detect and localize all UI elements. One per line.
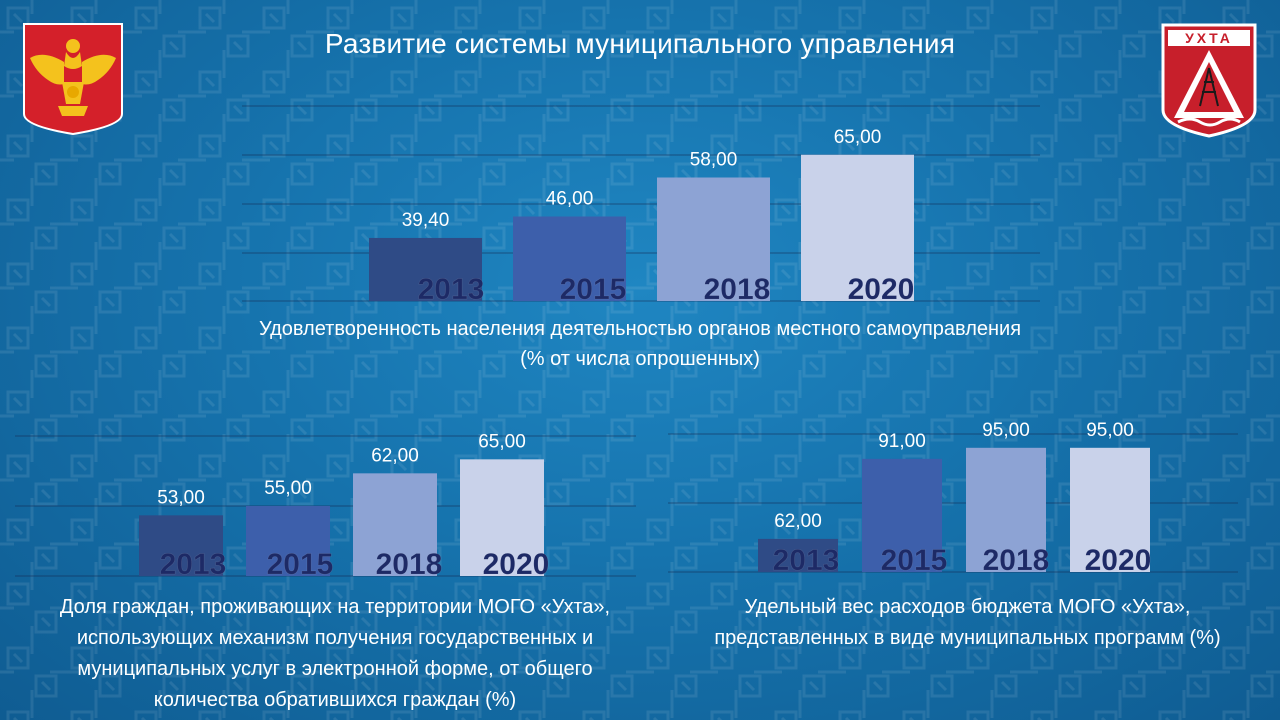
caption-left-line-2: использующих механизм получения государс… <box>76 627 594 649</box>
value-label-right-2018: 95,00 <box>982 420 1030 441</box>
year-label-top-2020: 2020 <box>848 273 915 306</box>
bar-top-2015 <box>513 216 626 301</box>
value-label-left-2015: 55,00 <box>264 478 312 499</box>
value-label-right-2020: 95,00 <box>1086 420 1134 441</box>
value-label-left-2013: 53,00 <box>157 487 205 508</box>
slide-title: Развитие системы муниципального управлен… <box>324 28 956 59</box>
bar-top-2013 <box>369 237 482 301</box>
year-label-top-2013: 2013 <box>418 273 485 306</box>
value-label-right-2015: 91,00 <box>878 431 926 452</box>
bar-top-2018 <box>657 177 770 301</box>
value-label-left-2020: 65,00 <box>478 431 526 452</box>
year-label-top-2018: 2018 <box>704 273 771 306</box>
ukhta-emblem-text: УХТА <box>1185 30 1233 46</box>
caption-left-line-3: муниципальных услуг в электронной форме,… <box>77 658 593 680</box>
caption-left-line-1: Доля граждан, проживающих на территории … <box>59 596 611 618</box>
ukhta-coat-of-arms: УХТА <box>1161 23 1257 138</box>
caption-top-line-2: (% от числа опрошенных) <box>520 348 760 370</box>
year-label-left-2015: 2015 <box>267 548 334 581</box>
bar-left-2013 <box>139 515 223 576</box>
bar-right-2013 <box>758 538 838 572</box>
caption-top: Удовлетворенность населения деятельность… <box>140 314 1140 374</box>
year-label-right-2013: 2013 <box>773 544 840 577</box>
value-label-right-2013: 62,00 <box>774 511 822 532</box>
value-label-top-2013: 39,40 <box>402 210 450 231</box>
bar-right-2018 <box>966 447 1046 572</box>
bar-left-2018 <box>353 473 437 576</box>
value-label-top-2020: 65,00 <box>834 127 882 148</box>
value-label-top-2015: 46,00 <box>546 189 594 210</box>
year-label-right-2015: 2015 <box>881 544 948 577</box>
caption-left-line-4: количества обратившихся граждан (%) <box>153 689 517 711</box>
bar-left-2020 <box>460 459 544 576</box>
year-label-left-2013: 2013 <box>160 548 227 581</box>
year-label-right-2020: 2020 <box>1085 544 1152 577</box>
year-label-top-2015: 2015 <box>560 273 627 306</box>
value-label-left-2018: 62,00 <box>371 445 419 466</box>
year-label-right-2018: 2018 <box>983 544 1050 577</box>
bar-top-2020 <box>801 154 914 301</box>
bar-right-2015 <box>862 458 942 572</box>
caption-right-line-2: представленных в виде муниципальных прог… <box>714 627 1221 649</box>
value-label-top-2018: 58,00 <box>690 150 738 171</box>
caption-left: Доля граждан, проживающих на территории … <box>15 592 655 716</box>
year-label-left-2018: 2018 <box>376 548 443 581</box>
caption-right-line-1: Удельный вес расходов бюджета МОГО «Ухта… <box>744 596 1191 618</box>
caption-right: Удельный вес расходов бюджета МОГО «Ухта… <box>665 592 1270 654</box>
bar-right-2020 <box>1070 447 1150 572</box>
caption-top-line-1: Удовлетворенность населения деятельность… <box>258 318 1022 340</box>
year-label-left-2020: 2020 <box>483 548 550 581</box>
bar-left-2015 <box>246 506 330 576</box>
komi-coat-of-arms <box>23 23 123 136</box>
